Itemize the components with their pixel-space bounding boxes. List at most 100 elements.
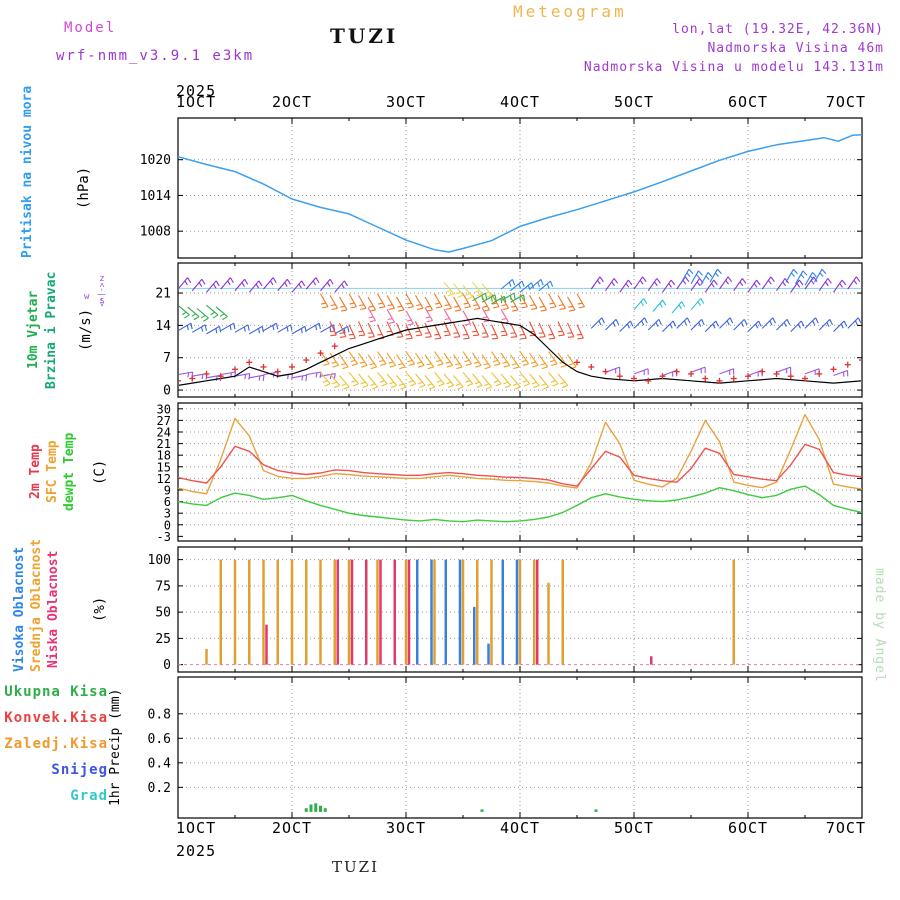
precip-unit-label: 1hr Precip (mm) (108, 688, 123, 807)
y-tick-label: 0.6 (148, 732, 171, 747)
y-tick-label: 14 (155, 319, 171, 334)
day-label: 4OCT (500, 819, 540, 837)
y-tick-label: 27 (157, 414, 171, 428)
y-tick-label: 24 (157, 425, 171, 439)
cloud-low-label: Niska Oblacnost (46, 550, 61, 669)
temp-series (177, 485, 863, 523)
day-label: 2OCT (272, 819, 312, 837)
wind-compass-west: w (84, 292, 90, 302)
precip-frozen-label: Zaledj.Kisa (4, 736, 108, 752)
y-tick-label: 12 (157, 472, 171, 486)
y-tick-label: 1020 (140, 153, 171, 168)
cloud-mid-label: Srednja Oblacnost (29, 538, 44, 672)
y-tick-label: 21 (157, 437, 171, 451)
temp-series (177, 413, 863, 495)
cloud-unit-label: (%) (92, 596, 108, 623)
watermark: made by Angel (872, 567, 887, 683)
wind-speed-line (179, 317, 861, 386)
y-tick-label: 6 (164, 495, 171, 509)
y-tick-label: 7 (163, 351, 171, 366)
panel-grid-cloud: 0 25 50 75 100 (148, 547, 863, 673)
y-tick-label: 0.4 (148, 756, 172, 771)
model-name: wrf-nmm_v3.9.1 e3km (56, 48, 255, 64)
wind-unit-label: (m/s) (78, 308, 94, 352)
lonlat-text: lon,lat (19.32E, 42.36N) (672, 22, 884, 37)
wind-compass-bottom: s (99, 296, 105, 306)
meteogram-title: Meteogram (513, 2, 627, 21)
temp-dewpt-label: dewpt Temp (62, 432, 77, 512)
temp-series (177, 443, 863, 487)
header-location-block: lon,lat (19.32E, 42.36N) Nadmorska Visin… (584, 20, 884, 77)
day-label: 7OCT (826, 819, 866, 837)
y-tick-label: 0 (163, 658, 171, 673)
day-label: 5OCT (614, 819, 654, 837)
precip-total-label: Ukupna Kisa (4, 684, 108, 700)
temp-2m-label: 2m Temp (28, 444, 43, 500)
precip-bars (304, 803, 598, 812)
panel-frame-temperature (177, 402, 863, 542)
station-bottom: TUZI (332, 858, 379, 876)
wind-compass-top: z (99, 274, 105, 284)
y-tick-label: 100 (148, 553, 171, 568)
y-tick-label: 9 (164, 483, 171, 497)
day-label: 3OCT (386, 819, 426, 837)
year-top: 2025 (176, 82, 217, 100)
y-tick-label: 15 (157, 460, 171, 474)
day-label: 4OCT (500, 93, 540, 111)
wind-compass-icon: z <-|-> s (94, 274, 110, 307)
year-bottom: 2025 (176, 842, 217, 860)
wind-axis-label-2: Brzina i Pravac (44, 271, 59, 389)
elevation-text: Nadmorska Visina 46m (707, 41, 884, 56)
panel-frame-cloud (177, 546, 863, 673)
day-label: 5OCT (614, 93, 654, 111)
y-tick-label: 0.2 (148, 781, 171, 796)
temp-unit-label: (C) (92, 459, 108, 485)
time-axis-labels: 1OCT 1OCT 2OCT 2OCT 3OCT 3OCT 4OCT 4OCT 5OCT 5OCT… (176, 93, 866, 837)
panel-grid-precip: 0.2 0.4 0.6 0.8 (148, 677, 863, 818)
panel-frame-precip (177, 676, 863, 819)
y-tick-label: 0 (164, 518, 171, 532)
day-label: 1OCT (176, 93, 216, 111)
precip-snow-label: Snijeg (51, 762, 108, 778)
precip-convective-label: Konvek.Kisa (4, 710, 108, 726)
wind-compass-arrows: <-|-> (97, 282, 107, 307)
y-tick-label: 1014 (140, 189, 171, 204)
cloud-bars (205, 559, 735, 665)
station-title: TUZI (330, 24, 399, 48)
wind-barbs (179, 268, 861, 390)
day-label: 3OCT (386, 93, 426, 111)
y-tick-label: 3 (164, 507, 171, 521)
pressure-series (177, 133, 863, 253)
y-tick-label: 0 (163, 384, 171, 399)
day-label: 6OCT (728, 93, 768, 111)
y-tick-label: 0.8 (148, 707, 171, 722)
day-label: 1OCT (176, 819, 216, 837)
y-tick-label: 21 (155, 287, 171, 302)
temp-sfc-label: SFC Temp (45, 440, 60, 504)
y-tick-label: 25 (155, 632, 171, 647)
wind-axis-label-1: 10m Vjetar (26, 290, 41, 370)
y-tick-label: 18 (157, 449, 171, 463)
panel-grid-pressure: 1008 1014 1020 (140, 118, 863, 258)
day-label: 6OCT (728, 819, 768, 837)
day-label: 7OCT (826, 93, 866, 111)
model-elevation-text: Nadmorska Visina u modelu 143.131m (583, 60, 884, 75)
y-tick-label: 50 (155, 606, 171, 621)
y-tick-label: 75 (155, 579, 171, 594)
y-tick-label: 1008 (140, 225, 171, 240)
model-label: Model (64, 20, 117, 36)
panel-frame-pressure (177, 117, 863, 259)
y-tick-label: -3 (157, 530, 171, 544)
precip-hail-label: Grad (70, 788, 108, 804)
y-tick-label: 30 (157, 402, 171, 416)
pressure-unit-label: (hPa) (76, 166, 92, 210)
panel-grid-wind: 0 7 14 21 (155, 263, 863, 399)
cloud-high-label: Visoka Oblacnost (12, 546, 27, 672)
wind-gust-markers (179, 343, 861, 384)
panel-frame-wind (177, 262, 863, 398)
day-label: 2OCT (272, 93, 312, 111)
pressure-axis-label: Pritisak na nivou mora (20, 85, 35, 258)
